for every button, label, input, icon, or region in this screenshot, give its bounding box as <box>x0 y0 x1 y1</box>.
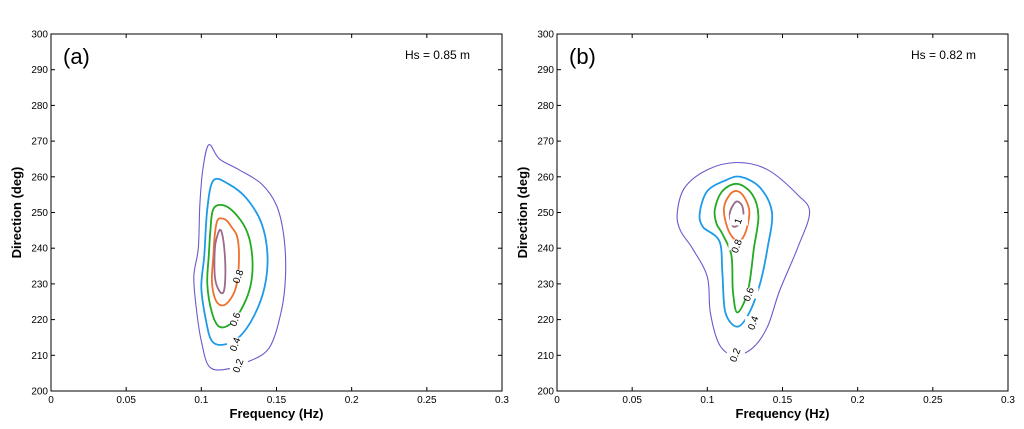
contour-label: 0.4 <box>228 336 243 353</box>
x-tick-label: 0 <box>48 395 54 406</box>
contour-label-background <box>229 359 248 371</box>
contour-label-background <box>740 287 759 299</box>
contour-line-0-8 <box>722 190 751 243</box>
hs-annotation: Hs = 0.82 m <box>911 48 976 62</box>
y-tick-label: 210 <box>537 351 554 362</box>
panel-label: (a) <box>63 44 90 69</box>
y-tick-label: 290 <box>31 65 48 76</box>
contour-label-background <box>728 239 747 251</box>
contour-label-background <box>229 269 248 281</box>
y-tick-label: 290 <box>537 65 554 76</box>
y-tick-label: 280 <box>31 101 48 112</box>
y-tick-label: 220 <box>537 315 554 326</box>
x-tick-label: 0.1 <box>194 395 208 406</box>
contour-label: 0.6 <box>742 286 757 303</box>
contour-label-background <box>726 348 745 360</box>
contour-plot-b: 0 0.05 0.1 0.15 0.2 0.25 0.3 200 210 220 230 240 250… <box>515 30 1015 422</box>
contour-label-background <box>729 214 748 226</box>
contour-label: 0.2 <box>231 357 246 374</box>
x-axis-label: Frequency (Hz) <box>736 406 830 421</box>
contour-line-0-6 <box>206 203 254 329</box>
contour-label: 0.2 <box>728 346 743 363</box>
x-tick-label: 0.15 <box>267 395 287 406</box>
contour-line-0-8 <box>210 217 240 307</box>
y-tick-label: 240 <box>537 244 554 255</box>
x-tick-label: 0.3 <box>495 395 509 406</box>
y-tick-label: 250 <box>31 208 48 219</box>
x-tick-label: 0.05 <box>622 395 642 406</box>
contour-line-0-2 <box>193 144 287 371</box>
x-tick-label: 0.15 <box>773 395 793 406</box>
y-tick-label: 250 <box>537 208 554 219</box>
y-tick-label: 210 <box>31 351 48 362</box>
axes-frame <box>556 33 1009 392</box>
x-tick-label: 0.05 <box>116 395 136 406</box>
x-tick-label: 0.3 <box>1001 395 1015 406</box>
x-tick-label: 0.2 <box>851 395 865 406</box>
y-tick-label: 220 <box>31 315 48 326</box>
contour-line-0-4 <box>698 175 774 328</box>
axes-frame <box>50 33 503 392</box>
y-tick-label: 230 <box>31 279 48 290</box>
x-tick-label: 0.2 <box>345 395 359 406</box>
contour-plot-a: 0 0.05 0.1 0.15 0.2 0.25 0.3 200 210 220 230 240 250… <box>9 30 509 422</box>
y-tick-label: 300 <box>31 30 48 41</box>
y-axis-label: Direction (deg) <box>9 167 24 259</box>
contour-label: 0.8 <box>730 238 745 255</box>
y-tick-label: 260 <box>537 172 554 183</box>
y-tick-label: 230 <box>537 279 554 290</box>
x-axis-label: Frequency (Hz) <box>230 406 324 421</box>
contour-label-background <box>226 312 245 324</box>
x-tick-label: 0.25 <box>923 395 943 406</box>
contour-label: 0.6 <box>228 311 243 328</box>
y-tick-label: 280 <box>537 101 554 112</box>
y-tick-label: 260 <box>31 172 48 183</box>
contour-label: 0.8 <box>231 268 246 285</box>
y-tick-label: 270 <box>31 137 48 148</box>
x-tick-label: 0.25 <box>417 395 437 406</box>
contour-label-background <box>744 316 763 328</box>
contour-line-1 <box>213 228 227 295</box>
y-tick-label: 240 <box>31 244 48 255</box>
y-tick-label: 300 <box>537 30 554 41</box>
x-tick-label: 0.1 <box>700 395 714 406</box>
contour-line-0-4 <box>200 177 269 346</box>
contour-label: 1 <box>733 217 745 226</box>
y-tick-label: 200 <box>31 387 48 398</box>
contour-label-background <box>226 337 245 349</box>
contour-line-0-2 <box>676 161 811 356</box>
x-tick-label: 0 <box>554 395 560 406</box>
contour-label: 0.4 <box>746 314 761 331</box>
y-axis-label: Direction (deg) <box>515 167 530 259</box>
y-tick-label: 270 <box>537 137 554 148</box>
panel-label: (b) <box>569 44 596 69</box>
hs-annotation: Hs = 0.85 m <box>405 48 470 62</box>
y-tick-label: 200 <box>537 387 554 398</box>
